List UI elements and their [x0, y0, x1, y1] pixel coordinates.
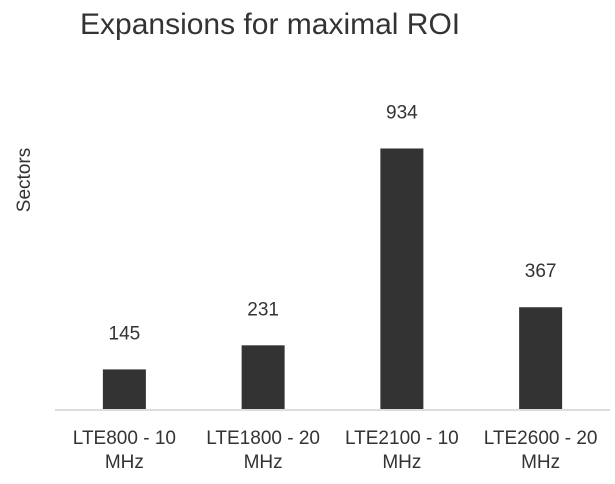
x-tick-label-line: LTE2600 - 20 — [484, 428, 598, 449]
chart-title: Expansions for maximal ROI — [80, 8, 460, 41]
data-label-3: 367 — [525, 261, 557, 282]
x-tick-label-line: LTE1800 - 20 — [206, 428, 320, 449]
data-label-1: 231 — [247, 299, 279, 320]
bar-1 — [241, 345, 285, 410]
x-tick-label-3: LTE2600 - 20 MHz — [484, 428, 598, 473]
bar-0 — [102, 369, 146, 410]
x-tick-label-line: LTE800 - 10 — [73, 428, 176, 449]
x-tick-label-0: LTE800 - 10 MHz — [73, 428, 176, 473]
y-axis-label: Sectors — [14, 148, 35, 212]
bars-layer — [102, 148, 563, 411]
x-tick-label-1: LTE1800 - 20 MHz — [206, 428, 320, 473]
x-tick-label-line: MHz — [382, 452, 421, 473]
data-label-2: 934 — [386, 102, 418, 123]
x-tick-label-line: MHz — [105, 452, 144, 473]
x-tick-label-line: MHz — [521, 452, 560, 473]
data-label-0: 145 — [109, 323, 141, 344]
x-tick-label-2: LTE2100 - 10 MHz — [345, 428, 459, 473]
x-tick-label-line: LTE2100 - 10 — [345, 428, 459, 449]
bar-2 — [380, 148, 424, 411]
bar-3 — [519, 307, 563, 410]
x-tick-label-line: MHz — [244, 452, 283, 473]
data-labels-layer: 145 231 934 367 — [109, 102, 557, 344]
